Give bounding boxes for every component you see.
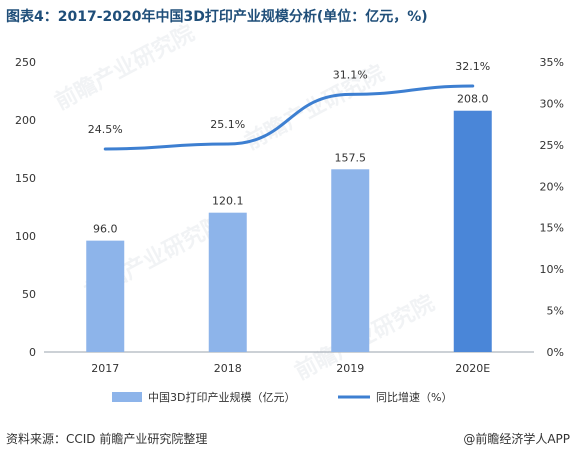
watermark-text: 前瞻产业研究院 (51, 20, 199, 115)
bar-series (86, 110, 492, 352)
x-tick-label: 2020E (455, 362, 490, 375)
line-value-label: 31.1% (333, 68, 368, 81)
x-tick-label: 2017 (91, 362, 119, 375)
legend-line-label: 同比增速（%） (376, 390, 452, 404)
right-tick-label: 20% (540, 180, 564, 193)
data-labels: 96.0 120.1 157.5 208.0 24.5% 25.1% 31.1% 32.1% (88, 60, 490, 236)
line-value-label: 25.1% (210, 118, 245, 131)
left-tick-label: 0 (29, 346, 36, 359)
right-tick-label: 0% (547, 346, 564, 359)
left-tick-label: 100 (15, 230, 36, 243)
axes: 0 50 100 150 200 250 0% 5% 10% 15% 20% 25% 30% 35% 201… (15, 56, 564, 375)
left-tick-label: 200 (15, 114, 36, 127)
bar-value-label: 120.1 (212, 195, 244, 208)
source-note: 资料来源：CCID 前瞻产业研究院整理 (6, 432, 208, 446)
right-tick-label: 5% (547, 305, 564, 318)
bar-value-label: 157.5 (335, 151, 367, 164)
bar-value-label: 208.0 (457, 93, 489, 106)
bar (453, 110, 492, 352)
right-tick-label: 35% (540, 56, 564, 69)
bar (86, 240, 125, 352)
left-tick-label: 50 (22, 288, 36, 301)
line-series (103, 84, 475, 151)
line-value-label: 32.1% (455, 60, 490, 73)
right-tick-label: 30% (540, 97, 564, 110)
legend: 中国3D打印产业规模（亿元） 同比增速（%） (112, 390, 452, 404)
bar-value-label: 96.0 (93, 223, 118, 236)
x-tick-label: 2018 (214, 362, 242, 375)
x-tick-label: 2019 (336, 362, 364, 375)
line-value-label: 24.5% (88, 123, 123, 136)
right-tick-label: 10% (540, 263, 564, 276)
legend-bar-swatch (112, 392, 142, 402)
right-tick-label: 25% (540, 139, 564, 152)
brand-credit: @前瞻经济学人APP (463, 432, 570, 446)
left-tick-label: 150 (15, 172, 36, 185)
chart-title: 图表4：2017-2020年中国3D打印产业规模分析(单位：亿元，%) (6, 9, 428, 25)
growth-line (103, 84, 475, 151)
bar (208, 212, 247, 352)
right-tick-label: 15% (540, 222, 564, 235)
left-tick-label: 250 (15, 56, 36, 69)
bar (331, 169, 370, 352)
legend-bar-label: 中国3D打印产业规模（亿元） (148, 390, 295, 404)
